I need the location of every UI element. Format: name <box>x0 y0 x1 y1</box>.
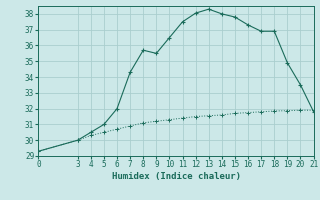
X-axis label: Humidex (Indice chaleur): Humidex (Indice chaleur) <box>111 172 241 181</box>
